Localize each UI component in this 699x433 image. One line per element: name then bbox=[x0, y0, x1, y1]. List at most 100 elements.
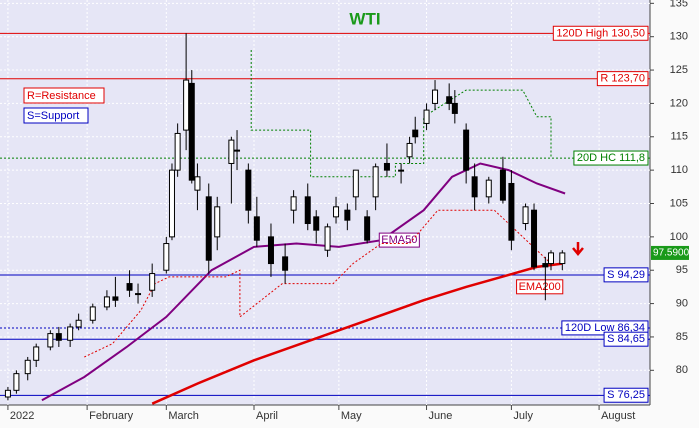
candle-body bbox=[344, 209, 351, 221]
candle-body bbox=[174, 132, 181, 171]
level-label: 120D Low 86,34 bbox=[565, 322, 645, 334]
candle-body bbox=[245, 169, 252, 211]
annotation-box bbox=[23, 87, 105, 104]
level-label-box bbox=[603, 387, 649, 403]
candle-body bbox=[406, 142, 413, 158]
axis-area bbox=[650, 0, 699, 428]
level-label-box bbox=[596, 71, 649, 87]
candle-body bbox=[290, 196, 297, 211]
candle-body bbox=[324, 226, 331, 251]
candle-body bbox=[163, 243, 170, 271]
level-label: S 76,25 bbox=[607, 389, 645, 401]
x-tick-label: April bbox=[256, 410, 278, 422]
last-price-box bbox=[651, 245, 689, 260]
candle-body bbox=[542, 263, 549, 268]
candle-body bbox=[214, 206, 221, 238]
candle-body bbox=[372, 166, 379, 198]
last-price-label: 97.5900 bbox=[653, 248, 690, 259]
x-tick-label: May bbox=[341, 410, 362, 422]
candle-body bbox=[24, 359, 31, 375]
level-label: 120D High 130,50 bbox=[556, 27, 645, 39]
indicator-line bbox=[250, 50, 552, 178]
level-label: 20D HC 111,8 bbox=[577, 152, 645, 164]
candle-body bbox=[55, 333, 62, 341]
annotation: S=Support bbox=[27, 110, 79, 122]
candle-body bbox=[13, 373, 20, 391]
candle-body bbox=[149, 273, 156, 291]
y-tick-label: 80 bbox=[676, 364, 688, 376]
down-arrow bbox=[572, 242, 584, 256]
candle-body bbox=[112, 296, 119, 301]
candle-body bbox=[228, 139, 235, 164]
y-tick-label: 130 bbox=[670, 31, 688, 43]
level-label-box bbox=[603, 331, 649, 347]
annotation: R=Resistance bbox=[27, 90, 96, 102]
series-label-box bbox=[516, 279, 564, 295]
indicator-line bbox=[41, 162, 566, 402]
x-tick-label: June bbox=[429, 410, 453, 422]
x-tick-label: August bbox=[601, 410, 635, 422]
indicator-line bbox=[84, 209, 552, 358]
axis-area bbox=[0, 405, 650, 428]
candle-body bbox=[234, 149, 241, 152]
candle-body bbox=[267, 236, 274, 265]
candle-body bbox=[313, 216, 320, 231]
candle-body bbox=[559, 252, 566, 265]
plot-area bbox=[0, 0, 650, 405]
level-label: S 84,65 bbox=[607, 333, 645, 345]
y-tick-label: 100 bbox=[670, 231, 688, 243]
x-tick-label: 2022 bbox=[10, 410, 34, 422]
candle-body bbox=[205, 196, 212, 261]
series-label: EMA50 bbox=[381, 234, 417, 246]
chart-title: WTI bbox=[349, 9, 380, 28]
candle-body bbox=[471, 176, 478, 198]
candle-body bbox=[103, 296, 110, 308]
candle-body bbox=[352, 169, 359, 198]
candle-body bbox=[75, 319, 82, 328]
candle-body bbox=[364, 216, 371, 241]
y-tick-label: 125 bbox=[670, 64, 688, 76]
candle-body bbox=[446, 96, 453, 104]
candle-body bbox=[333, 206, 340, 218]
level-label-box bbox=[552, 25, 649, 41]
x-tick-label: February bbox=[89, 410, 134, 422]
indicator-line bbox=[151, 262, 563, 405]
y-tick-label: 110 bbox=[670, 164, 688, 176]
x-tick-label: March bbox=[168, 410, 199, 422]
candle-body bbox=[194, 176, 201, 191]
candle-body bbox=[126, 283, 133, 291]
candle-body bbox=[33, 346, 40, 361]
series-label-box bbox=[378, 232, 420, 248]
candle-body bbox=[432, 89, 439, 104]
candle-body bbox=[508, 182, 515, 241]
candle-body bbox=[383, 162, 390, 171]
candle-body bbox=[463, 129, 470, 171]
candle-body bbox=[168, 169, 175, 238]
y-tick-label: 85 bbox=[676, 331, 688, 343]
candle-body bbox=[282, 256, 289, 271]
y-tick-label: 90 bbox=[676, 297, 688, 309]
candle-body bbox=[89, 306, 96, 321]
candle-body bbox=[451, 102, 458, 114]
y-tick-label: 135 bbox=[670, 0, 688, 9]
level-label-box bbox=[573, 150, 649, 166]
candle-body bbox=[548, 252, 555, 265]
candle-body bbox=[423, 109, 430, 124]
y-tick-label: 115 bbox=[670, 131, 688, 143]
level-label: R 123,70 bbox=[600, 73, 645, 85]
candle-body bbox=[304, 196, 311, 225]
candle-body bbox=[4, 389, 11, 398]
series-label: EMA200 bbox=[519, 281, 561, 293]
candle-body bbox=[47, 333, 54, 348]
candle-body bbox=[135, 293, 142, 296]
candle-body bbox=[253, 216, 260, 241]
candle-body bbox=[522, 206, 529, 225]
y-tick-label: 95 bbox=[676, 264, 688, 276]
candle-body bbox=[499, 169, 506, 201]
candle-body bbox=[398, 169, 405, 172]
candle-body bbox=[531, 209, 538, 268]
annotation-box bbox=[23, 107, 89, 124]
candle-body bbox=[188, 82, 195, 181]
y-tick-label: 105 bbox=[670, 197, 688, 209]
